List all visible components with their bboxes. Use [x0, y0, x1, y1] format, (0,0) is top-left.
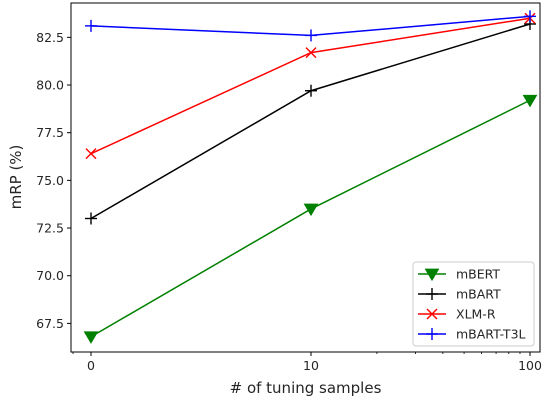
legend-marker-xlm-r — [426, 308, 438, 320]
series-mbert — [83, 94, 538, 344]
data-point-mbart — [85, 212, 97, 225]
x-tick-label: 0 — [87, 358, 95, 373]
data-point-mbert — [522, 94, 538, 108]
legend-entry-xlm-r: XLM-R — [418, 307, 496, 322]
series-xlm-r — [85, 12, 536, 160]
legend-box — [412, 261, 535, 347]
data-point-xlm-r — [305, 47, 317, 59]
legend-marker-mbart-t3l — [426, 328, 438, 340]
data-point-xlm-r — [85, 148, 97, 160]
legend-marker-mbert — [424, 268, 440, 282]
legend-label-xlm-r: XLM-R — [456, 307, 496, 322]
series-layer — [83, 10, 538, 344]
y-tick-label: 80.0 — [36, 78, 64, 93]
y-tick-label: 72.5 — [36, 221, 64, 236]
y-tick-label: 77.5 — [36, 125, 64, 140]
data-point-mbart-t3l — [524, 10, 536, 23]
x-tick-label: 100 — [518, 358, 542, 373]
y-axis-ticks: 67.5 70.0 72.5 75.0 77.5 80.0 82.5 — [36, 30, 71, 331]
y-tick-label: 67.5 — [36, 316, 64, 331]
data-point-mbart — [305, 84, 317, 97]
y-axis-title: mRP (%) — [7, 145, 25, 210]
data-point-mbert — [83, 331, 99, 344]
data-point-mbart-t3l — [305, 29, 317, 42]
x-tick-label: 10 — [303, 358, 319, 373]
legend-entry-mbart: mBART — [418, 287, 501, 302]
legend-label-mbert: mBERT — [456, 267, 500, 282]
x-axis-ticks: 0 10 100 — [72, 352, 542, 373]
legend-label-mbart: mBART — [456, 287, 501, 302]
y-tick-label: 75.0 — [36, 173, 64, 188]
x-axis-title: # of tuning samples — [230, 379, 382, 397]
legend-marker-mbart — [426, 288, 438, 300]
y-tick-label: 70.0 — [36, 268, 64, 283]
data-point-mbert — [303, 203, 319, 217]
data-point-mbart-t3l — [85, 19, 97, 32]
legend: mBERT mBART XLM-R mBART-T3L — [412, 261, 535, 347]
y-tick-label: 82.5 — [36, 30, 64, 45]
legend-label-mbart-t3l: mBART-T3L — [456, 327, 526, 342]
series-mbart-t3l — [85, 10, 536, 42]
legend-entry-mbert: mBERT — [418, 267, 500, 282]
legend-entry-mbart-t3l: mBART-T3L — [418, 327, 526, 342]
